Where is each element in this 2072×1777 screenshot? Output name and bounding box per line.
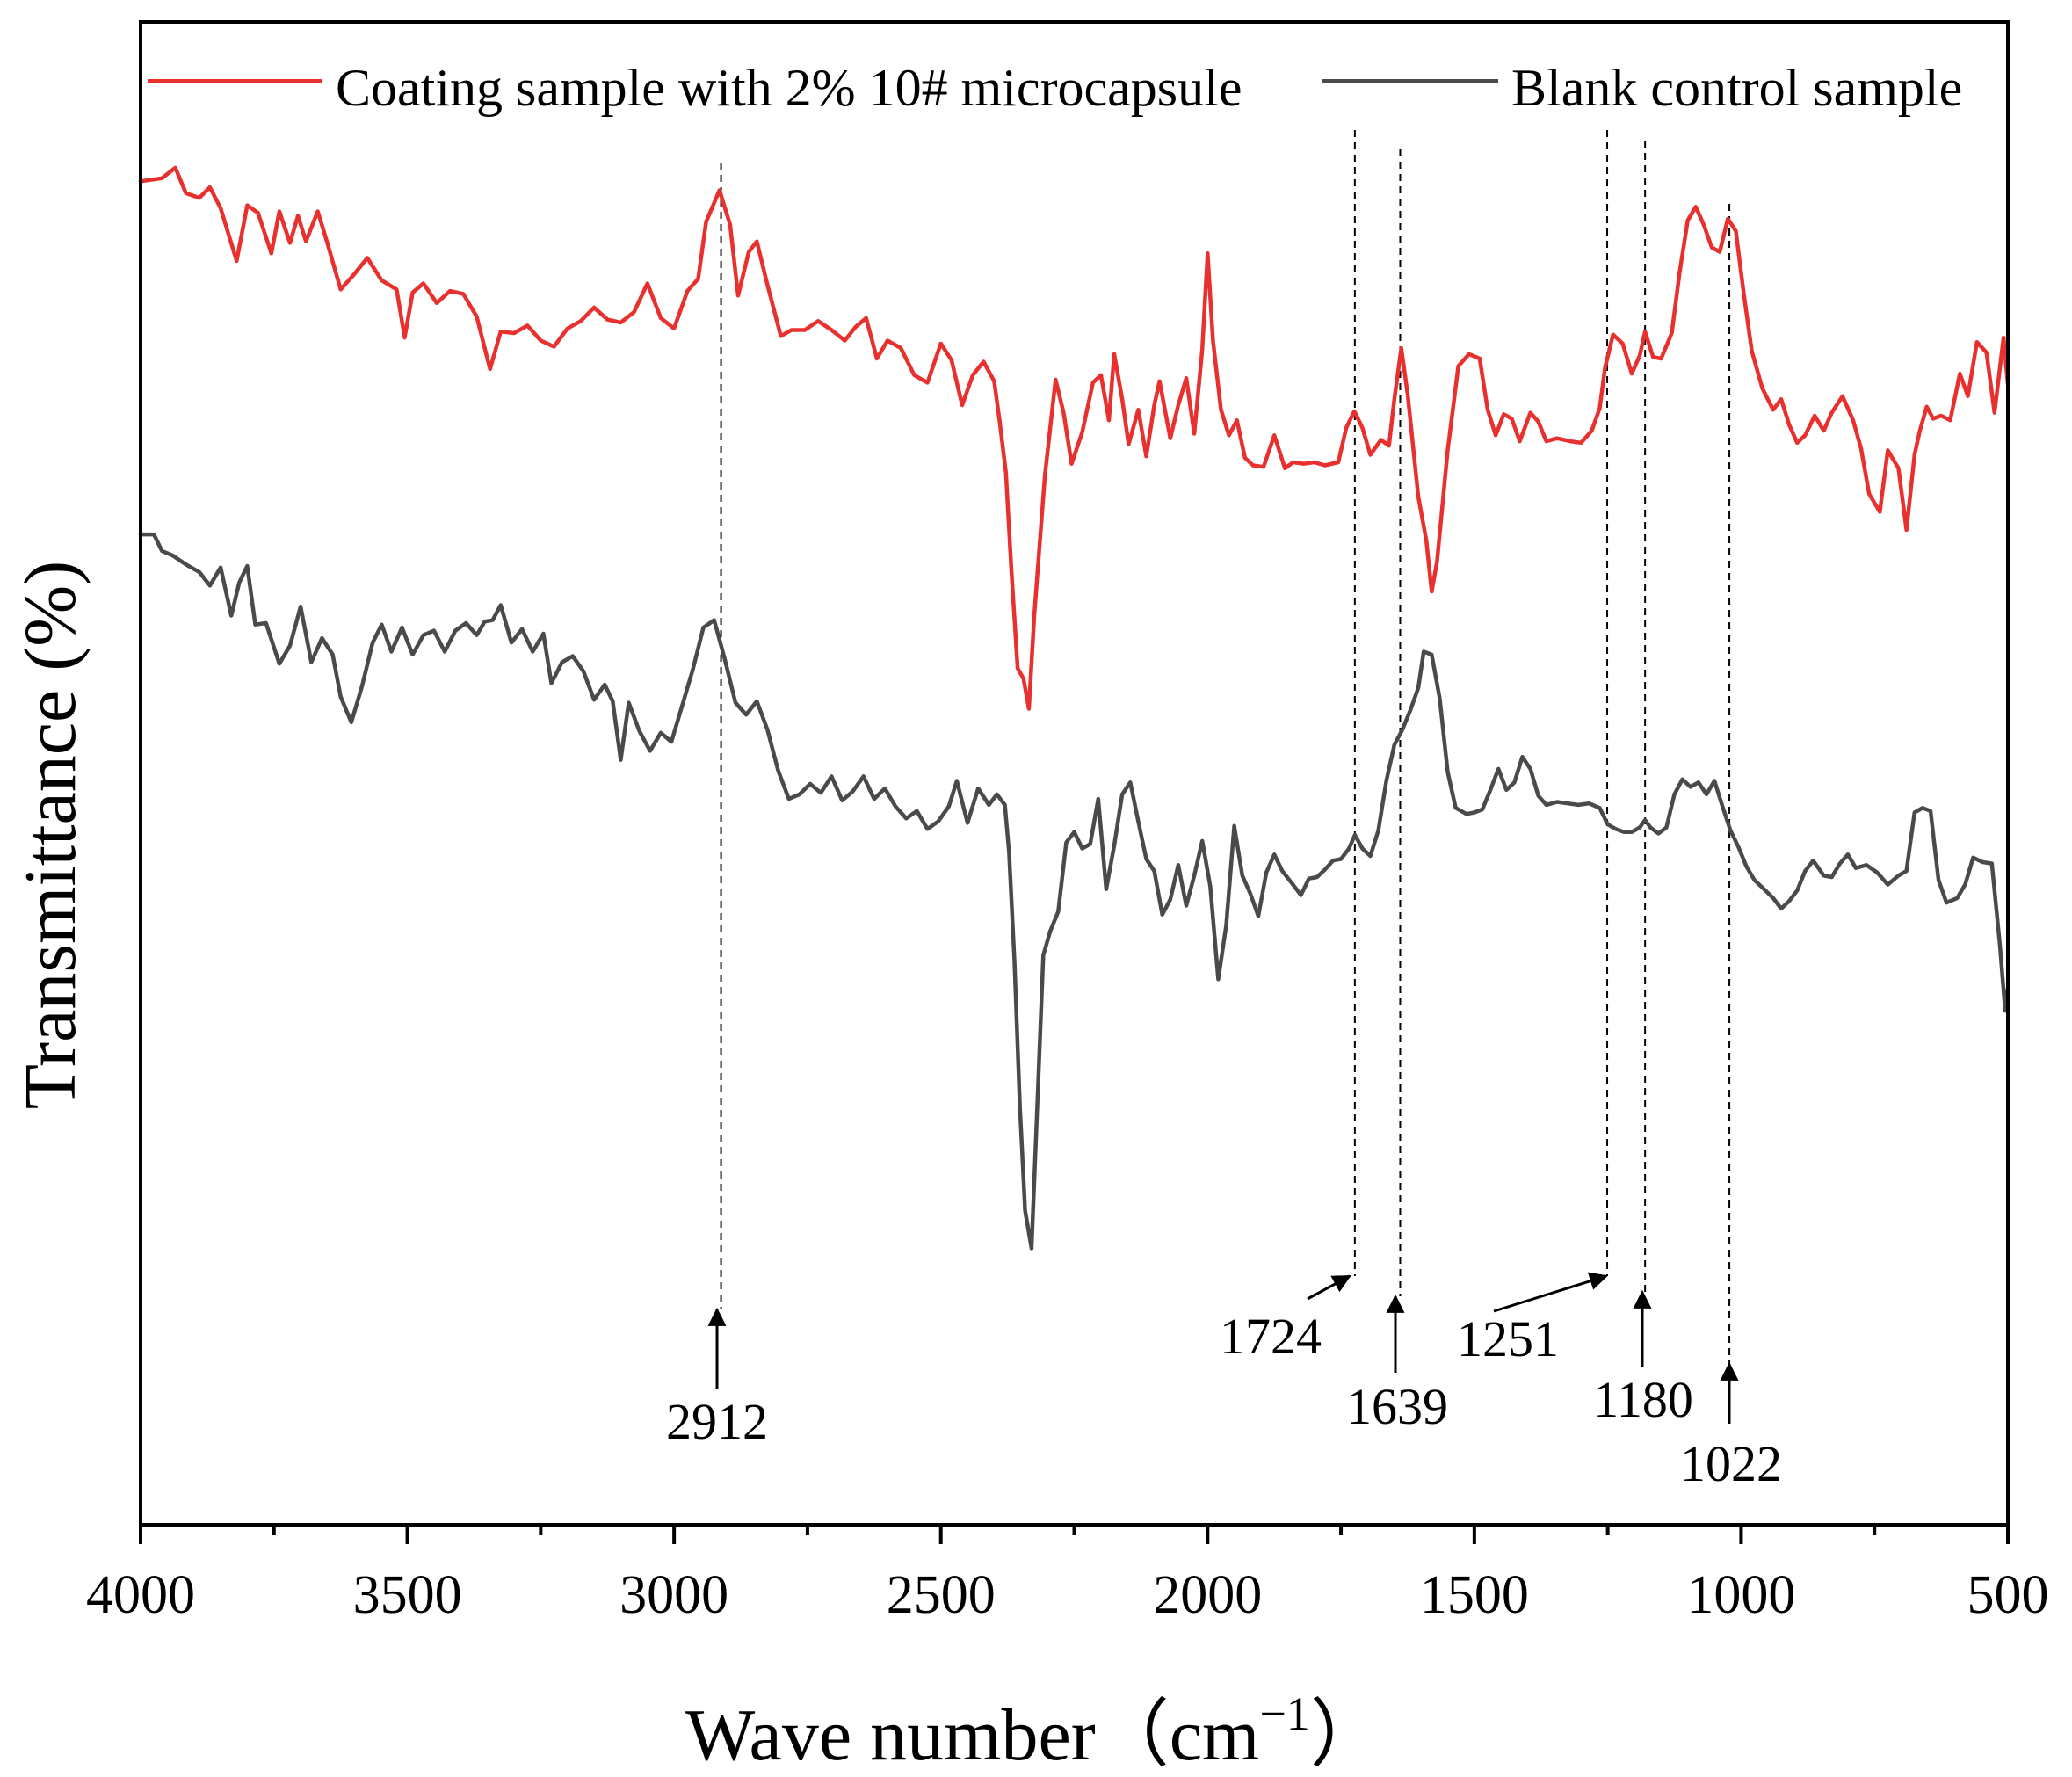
x-tick-label-3000: 3000: [619, 1565, 728, 1625]
series-group: [138, 165, 2010, 1251]
x-axis-title-main: Wave number（cm: [685, 1694, 1259, 1776]
x-axis-title-close: ）: [1310, 1694, 1384, 1776]
series-line-coating: [138, 165, 2010, 711]
x-axis-title: Wave number（cm−1）: [685, 1687, 1384, 1776]
x-axis-title-superscript: −1: [1259, 1687, 1309, 1740]
peak-label-1180: 1180: [1593, 1371, 1693, 1428]
x-tick-label-4000: 4000: [86, 1565, 195, 1625]
x-tick-label-2000: 2000: [1153, 1565, 1262, 1625]
peak-arrow-1251: [1493, 1272, 1609, 1313]
y-axis-title: Transmittance (%): [10, 561, 91, 1109]
plot-frame: [139, 20, 2010, 1527]
x-tick-label-2500: 2500: [887, 1565, 996, 1625]
peak-label-1251: 1251: [1457, 1310, 1559, 1367]
x-tick-label-1500: 1500: [1420, 1565, 1529, 1625]
peak-label-1724: 1724: [1220, 1308, 1322, 1365]
legend-label-blank: Blank control sample: [1511, 59, 1962, 117]
peak-label-1022: 1022: [1680, 1435, 1782, 1492]
peak-label-2912: 2912: [666, 1393, 768, 1450]
series-line-blank: [138, 532, 2010, 1251]
peak-guide-lines: [720, 130, 1731, 1364]
legend-label-coating: Coating sample with 2% 10# microcapsule: [336, 59, 1242, 117]
x-axis-ticks: 4000 3500 3000 2500 2000 1500 1000 500: [86, 1525, 2049, 1625]
peak-label-1639: 1639: [1346, 1378, 1448, 1435]
x-tick-label-1000: 1000: [1686, 1565, 1795, 1625]
peak-arrow-1724: [1307, 1274, 1351, 1301]
x-tick-label-3500: 3500: [353, 1565, 462, 1625]
legend: Coating sample with 2% 10# microcapsule …: [148, 59, 1962, 117]
x-tick-label-500: 500: [1967, 1565, 2049, 1625]
